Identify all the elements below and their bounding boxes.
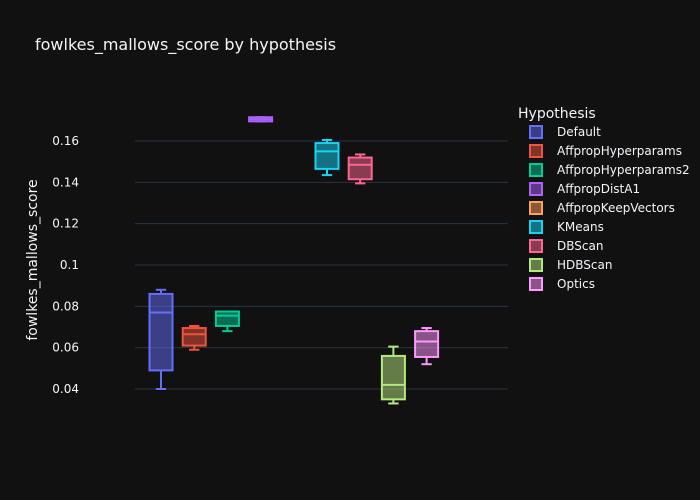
legend-label: KMeans — [557, 220, 604, 234]
y-tick-label: 0.06 — [52, 341, 79, 355]
box-affprophyperparams2[interactable] — [214, 310, 240, 333]
box-body — [148, 292, 174, 372]
legend-item-optics[interactable]: Optics — [529, 277, 595, 291]
box-body — [314, 142, 340, 170]
legend-label: AffpropKeepVectors — [557, 201, 675, 215]
box-body — [380, 354, 406, 401]
legend-label: HDBScan — [557, 258, 612, 272]
legend-swatch — [529, 239, 543, 253]
legend-swatch — [529, 201, 543, 215]
y-tick-label: 0.1 — [60, 258, 79, 272]
legend-label: AffpropHyperparams2 — [557, 163, 690, 177]
box-body — [414, 330, 440, 358]
box-dbscan[interactable] — [347, 153, 373, 185]
y-tick-label: 0.04 — [52, 382, 79, 396]
box-affprophyperparams[interactable] — [181, 324, 207, 351]
box-body — [181, 327, 207, 347]
legend-item-affpropkeepvectors[interactable]: AffpropKeepVectors — [529, 201, 675, 215]
legend-swatch — [529, 144, 543, 158]
y-tick-label: 0.12 — [52, 217, 79, 231]
y-axis-title: fowlkes_mallows_score — [25, 179, 41, 340]
legend-item-affprophyperparams[interactable]: AffpropHyperparams — [529, 144, 682, 158]
box-kmeans[interactable] — [314, 138, 340, 177]
box-affpropdista1[interactable] — [248, 116, 274, 123]
box-optics[interactable] — [414, 327, 440, 366]
grid — [135, 140, 508, 390]
y-axis-ticks: 0.04 0.06 0.08 0.1 0.12 0.14 0.16 — [52, 134, 79, 396]
legend-label: Optics — [557, 277, 595, 291]
box-default[interactable] — [148, 288, 174, 390]
box-body — [347, 156, 373, 181]
y-tick-label: 0.14 — [52, 175, 79, 189]
legend-item-hdbscan[interactable]: HDBScan — [529, 258, 612, 272]
legend-swatch — [529, 277, 543, 291]
legend-label: Default — [557, 125, 601, 139]
y-tick-label: 0.16 — [52, 134, 79, 148]
legend-swatch — [529, 182, 543, 196]
legend-item-affprophyperparams2[interactable]: AffpropHyperparams2 — [529, 163, 690, 177]
y-tick-label: 0.08 — [52, 299, 79, 313]
box-hdbscan[interactable] — [380, 345, 406, 405]
legend-label: AffpropHyperparams — [557, 144, 682, 158]
legend-swatch — [529, 163, 543, 177]
legend-label: AffpropDistA1 — [557, 182, 640, 196]
box-body — [214, 310, 240, 327]
legend-item-affpropdista1[interactable]: AffpropDistA1 — [529, 182, 640, 196]
plot-area — [148, 116, 440, 405]
legend-swatch — [529, 258, 543, 272]
legend[interactable]: Default AffpropHyperparams AffpropHyperpar… — [529, 125, 690, 291]
chart-title: fowlkes_mallows_score by hypothesis — [35, 35, 336, 55]
legend-title: Hypothesis — [518, 106, 596, 122]
legend-item-kmeans[interactable]: KMeans — [529, 220, 604, 234]
legend-item-default[interactable]: Default — [529, 125, 601, 139]
legend-item-dbscan[interactable]: DBScan — [529, 239, 603, 253]
legend-label: DBScan — [557, 239, 603, 253]
legend-swatch — [529, 125, 543, 139]
legend-swatch — [529, 220, 543, 234]
